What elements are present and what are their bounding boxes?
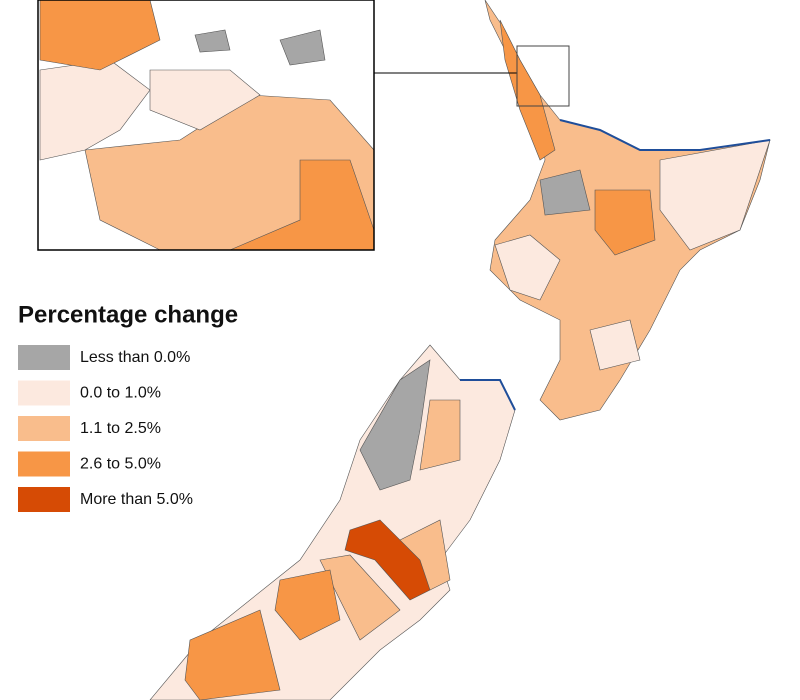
- coastline: [460, 379, 516, 411]
- region: [194, 29, 231, 53]
- coastline: [559, 119, 771, 151]
- region: [594, 189, 656, 256]
- legend-swatch: [18, 451, 70, 477]
- north-island: [484, 0, 771, 421]
- legend-label: 0.0 to 1.0%: [80, 385, 161, 402]
- region: [274, 569, 341, 641]
- legend-swatch: [18, 380, 70, 406]
- legend-swatch: [18, 345, 70, 370]
- region: [184, 609, 281, 700]
- legend-label: 1.1 to 2.5%: [80, 420, 161, 437]
- region: [494, 234, 561, 301]
- legend-title: Percentage change: [18, 301, 238, 328]
- region: [539, 169, 591, 216]
- region: [419, 399, 461, 471]
- legend-label: Less than 0.0%: [80, 349, 190, 366]
- region: [319, 554, 401, 641]
- region: [39, 0, 161, 71]
- inset-frame: [37, 0, 375, 251]
- region: [499, 19, 556, 161]
- inset: [37, 0, 570, 251]
- legend-swatch: [18, 416, 70, 441]
- region: [344, 519, 431, 601]
- region: [149, 69, 261, 131]
- legend: Percentage change Less than 0.0% 0.0 to 1…: [18, 301, 238, 512]
- legend-label: 2.6 to 5.0%: [80, 456, 161, 473]
- region: [279, 29, 326, 66]
- legend-label: More than 5.0%: [80, 491, 193, 508]
- region: [359, 359, 431, 491]
- inset-locator: [516, 45, 570, 107]
- legend-swatch: [18, 487, 70, 512]
- region: [589, 319, 641, 371]
- south-island: [149, 344, 516, 700]
